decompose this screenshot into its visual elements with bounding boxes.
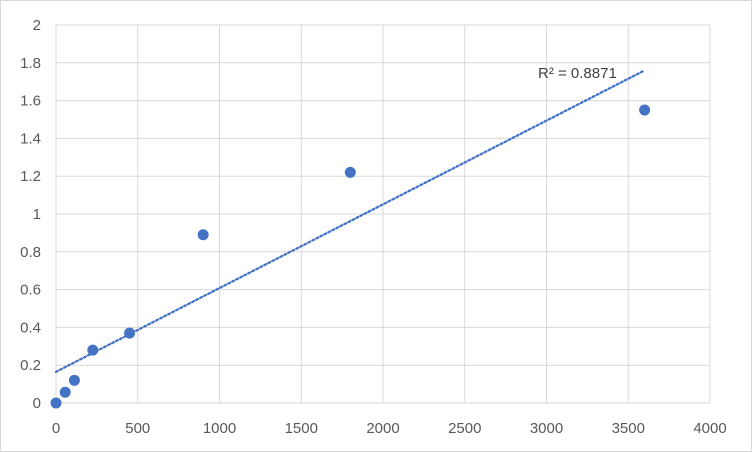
data-points xyxy=(50,104,651,409)
data-point xyxy=(87,344,99,356)
data-point xyxy=(50,397,62,409)
x-tick-label: 2000 xyxy=(366,420,399,437)
data-point xyxy=(59,386,71,398)
x-tick-label: 2500 xyxy=(448,420,481,437)
trendline-group xyxy=(54,69,646,373)
data-point xyxy=(639,104,651,116)
x-tick-label: 3500 xyxy=(612,420,645,437)
x-tick-label: 3000 xyxy=(530,420,563,437)
x-tick-labels: 0 500 1000 1500 2000 2500 3000 3500 4000 xyxy=(52,420,727,437)
y-tick-label: 0 xyxy=(33,395,41,412)
data-point xyxy=(344,166,356,178)
y-tick-label: 1.4 xyxy=(20,130,41,147)
y-tick-label: 1.2 xyxy=(20,168,41,185)
trendline xyxy=(54,69,646,373)
x-tick-label: 500 xyxy=(125,420,150,437)
x-tick-label: 1000 xyxy=(203,420,236,437)
x-tick-label: 0 xyxy=(52,420,60,437)
y-tick-label: 2 xyxy=(33,17,41,34)
gridlines xyxy=(55,24,711,404)
y-tick-labels: 0 0.2 0.4 0.6 0.8 1 1.2 1.4 1.6 1.8 2 xyxy=(20,17,41,412)
y-tick-label: 0.8 xyxy=(20,244,41,261)
y-tick-label: 1.6 xyxy=(20,93,41,110)
y-tick-label: 0.2 xyxy=(20,357,41,374)
data-point xyxy=(124,327,136,339)
data-point xyxy=(197,229,209,241)
x-tick-label: 1500 xyxy=(285,420,318,437)
y-tick-label: 0.6 xyxy=(20,282,41,299)
y-tick-label: 0.4 xyxy=(20,319,41,336)
x-tick-label: 4000 xyxy=(693,420,726,437)
r-squared-annotation: R² = 0.8871 xyxy=(538,65,617,82)
y-tick-label: 1 xyxy=(33,206,41,223)
data-point xyxy=(68,374,80,386)
y-tick-label: 1.8 xyxy=(20,55,41,72)
